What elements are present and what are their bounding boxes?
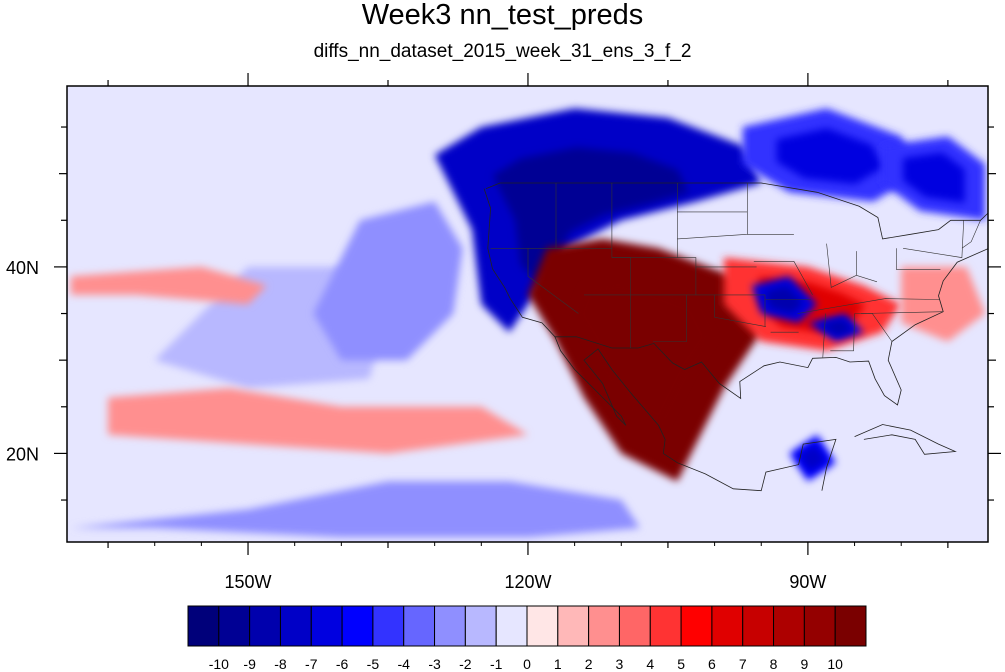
- map-feature-core: [820, 319, 854, 336]
- state-border: [797, 298, 940, 314]
- colorbar-label: -5: [367, 656, 380, 672]
- map-feature: [70, 481, 640, 538]
- y-axis: 40N 20N: [6, 126, 1001, 501]
- y-tick-label: 20N: [6, 444, 39, 464]
- us-coastline: [483, 182, 988, 406]
- colorbar-label: 2: [585, 656, 593, 672]
- colorbar-swatch: [495, 605, 528, 647]
- state-border: [896, 248, 941, 271]
- colorbar-swatch: [187, 605, 220, 647]
- x-tick-label: 150W: [225, 572, 272, 592]
- state-border: [830, 313, 855, 352]
- colorbar-swatch: [834, 605, 867, 647]
- colorbar-label: 0: [523, 656, 531, 672]
- map-feature: [313, 201, 463, 361]
- colorbar-swatch: [218, 605, 251, 647]
- colorbar-label: 5: [677, 656, 685, 672]
- colorbar-label: 8: [770, 656, 778, 672]
- state-border: [753, 260, 813, 296]
- colorbar-label: -3: [428, 656, 441, 672]
- colorbar: -10 -9 -8 -7 -6 -5 -4 -3 -2 -1 0 1 2 3 4 5 6 7 8 9 10: [187, 605, 867, 672]
- x-axis: 150W 120W 90W: [107, 73, 949, 592]
- colorbar-label: 6: [708, 656, 716, 672]
- state-border: [826, 243, 878, 288]
- colorbar-swatch: [588, 605, 620, 647]
- colorbar-swatch: [649, 605, 682, 647]
- colorbar-swatch: [372, 605, 405, 647]
- colorbar-swatch: [403, 605, 436, 647]
- map-feature: [108, 388, 528, 454]
- x-tick-label: 90W: [789, 572, 826, 592]
- colorbar-swatch: [773, 605, 805, 647]
- colorbar-label: -4: [398, 656, 411, 672]
- colorbar-swatch: [742, 605, 775, 647]
- x-tick-label: 120W: [504, 572, 551, 592]
- chart-subtitle: diffs_nn_dataset_2015_week_31_ens_3_f_2: [313, 41, 692, 62]
- mexico-coastline: [554, 336, 837, 492]
- colorbar-swatch: [249, 605, 281, 647]
- colorbar-label: -2: [459, 656, 472, 672]
- colorbar-swatch: [526, 605, 559, 647]
- colorbar-swatch: [434, 605, 466, 647]
- state-border: [611, 257, 697, 296]
- colorbar-label: 7: [739, 656, 747, 672]
- colorbar-swatch: [310, 605, 343, 647]
- colorbar-swatch: [711, 605, 744, 647]
- colorbar-label: -7: [305, 656, 318, 672]
- state-border: [653, 294, 687, 342]
- state-border: [861, 311, 944, 314]
- map-feature: [70, 266, 267, 305]
- colorbar-label: 1: [554, 656, 562, 672]
- state-border: [903, 220, 964, 258]
- colorbar-swatch: [279, 605, 312, 647]
- colorbar-label: -1: [490, 656, 503, 672]
- colorbar-label: 3: [616, 656, 624, 672]
- colorbar-swatch: [464, 605, 497, 647]
- chart-title: Week3 nn_test_preds: [361, 0, 644, 31]
- colorbar-label: -10: [209, 656, 229, 672]
- colorbar-label: 10: [827, 656, 843, 672]
- coastline-outlines: [483, 182, 988, 492]
- colorbar-label: -9: [243, 656, 256, 672]
- map-feature-core: [903, 152, 965, 203]
- map-feature-core: [776, 128, 884, 184]
- colorbar-label: 9: [800, 656, 808, 672]
- colorbar-swatch: [803, 605, 836, 647]
- state-border: [695, 294, 766, 327]
- map-feature-core: [573, 281, 713, 427]
- colorbar-swatch: [618, 605, 651, 647]
- y-tick-label: 40N: [6, 258, 39, 278]
- map-feature-core: [798, 444, 827, 473]
- state-border: [714, 294, 766, 327]
- state-border: [584, 294, 631, 348]
- state-border: [527, 248, 579, 314]
- map-feature: [901, 266, 986, 342]
- colorbar-swatch: [341, 605, 374, 647]
- cuba-coastline: [854, 424, 957, 455]
- state-border: [961, 220, 981, 249]
- state-border: [822, 313, 826, 358]
- colorbar-swatch: [557, 605, 590, 647]
- colorbar-label: -8: [274, 656, 287, 672]
- map-feature-core: [764, 285, 804, 314]
- colorbar-label: -6: [336, 656, 349, 672]
- colorbar-swatch: [680, 605, 713, 647]
- colorbar-label: 4: [646, 656, 654, 672]
